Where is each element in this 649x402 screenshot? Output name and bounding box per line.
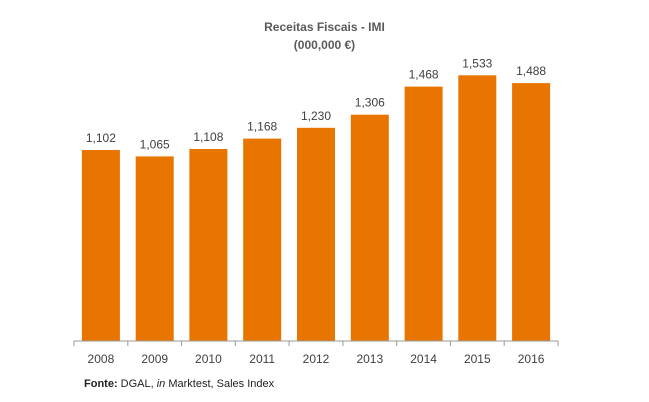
data-label-2009: 1,065	[140, 137, 170, 151]
data-label-2015: 1,533	[462, 56, 492, 70]
x-tick-label-2012: 2012	[303, 352, 330, 366]
data-label-2013: 1,306	[355, 96, 385, 110]
x-tick-label-2016: 2016	[518, 352, 545, 366]
data-label-2014: 1,468	[409, 68, 439, 82]
data-label-2011: 1,168	[247, 120, 277, 134]
bar-2014	[404, 86, 443, 341]
x-tick-label-2009: 2009	[141, 352, 168, 366]
chart-subtitle: (000,000 €)	[293, 38, 356, 52]
bar-2011	[243, 138, 282, 341]
bar-2012	[297, 127, 335, 341]
source-text-italic: in	[156, 378, 166, 390]
x-tick-label-2015: 2015	[464, 352, 491, 366]
x-tick-label-2008: 2008	[88, 352, 115, 366]
x-tick-label-2010: 2010	[195, 352, 222, 366]
bar-2009	[135, 156, 174, 341]
data-label-2010: 1,108	[193, 130, 223, 144]
chart-title: Receitas Fiscais - IMI	[264, 20, 385, 34]
source-text: DGAL,	[117, 378, 157, 390]
data-label-2016: 1,488	[516, 64, 546, 78]
bar-2016	[512, 83, 551, 341]
x-tick-label-2013: 2013	[356, 352, 383, 366]
source-label: Fonte:	[84, 378, 118, 390]
source-text-rest: Marktest, Sales Index	[165, 378, 275, 390]
data-label-2008: 1,102	[86, 131, 116, 145]
x-tick-label-2011: 2011	[249, 352, 275, 366]
source-note: Fonte: DGAL, in Marktest, Sales Index	[84, 378, 274, 390]
bar-2015	[458, 75, 497, 342]
data-label-2012: 1,230	[301, 109, 331, 123]
bar-2013	[350, 114, 389, 341]
bar-2010	[189, 149, 228, 341]
x-tick-label-2014: 2014	[410, 352, 437, 366]
bar-2008	[81, 150, 120, 341]
